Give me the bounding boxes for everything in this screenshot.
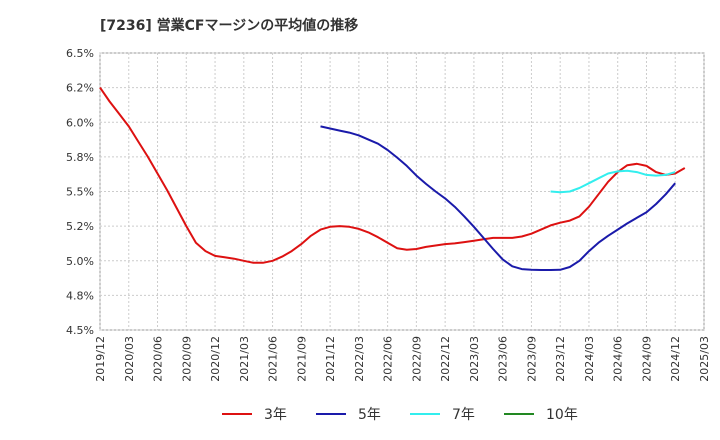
- y-tick-label: 4.8%: [66, 289, 94, 302]
- x-tick-label: 2022/06: [382, 336, 395, 382]
- x-tick-label: 2024/06: [612, 336, 625, 382]
- series-lines: [99, 87, 686, 271]
- y-tick-label: 6.0%: [66, 116, 94, 129]
- legend-label: 10年: [546, 407, 578, 423]
- x-tick-label: 2022/12: [439, 336, 452, 382]
- y-tick-label: 6.2%: [66, 82, 94, 95]
- x-tick-label: 2021/03: [238, 336, 251, 382]
- y-tick-label: 5.5%: [66, 186, 94, 199]
- series-line-2: [550, 169, 676, 194]
- series-line-0: [99, 87, 686, 264]
- x-tick-label: 2021/12: [324, 336, 337, 382]
- x-tick-label: 2020/12: [209, 336, 222, 382]
- x-tick-label: 2024/03: [583, 336, 596, 382]
- x-tick-label: 2024/09: [640, 336, 653, 382]
- x-tick-label: 2020/09: [180, 336, 193, 382]
- x-tick-label: 2022/03: [353, 336, 366, 382]
- chart-title: [7236] 営業CFマージンの平均値の推移: [100, 17, 358, 34]
- x-axis-ticks: 2019/12 2020/03 2020/06 2020/09 2020/12 2021/…: [94, 336, 711, 382]
- x-tick-label: 2023/06: [497, 336, 510, 382]
- x-tick-label: 2025/03: [698, 336, 711, 382]
- legend-label: 5年: [358, 407, 381, 423]
- x-tick-label: 2023/03: [468, 336, 481, 382]
- series-line-1: [320, 125, 676, 271]
- x-tick-label: 2020/06: [152, 336, 165, 382]
- y-tick-label: 5.2%: [66, 220, 94, 233]
- x-tick-label: 2020/03: [123, 336, 136, 382]
- x-tick-label: 2021/06: [267, 336, 280, 382]
- x-tick-label: 2023/12: [554, 336, 567, 382]
- legend-label: 3年: [264, 407, 287, 423]
- y-axis-ticks: 6.5% 6.2% 6.0% 5.8% 5.5% 5.2% 5.0% 4.8% 4.5%: [66, 47, 94, 337]
- x-tick-label: 2019/12: [94, 336, 107, 382]
- x-tick-label: 2024/12: [669, 336, 682, 382]
- legend-label: 7年: [452, 407, 475, 423]
- y-tick-label: 6.5%: [66, 47, 94, 60]
- y-tick-label: 5.8%: [66, 151, 94, 164]
- gridlines: [99, 52, 705, 331]
- x-tick-label: 2023/09: [525, 336, 538, 382]
- x-tick-label: 2022/09: [410, 336, 423, 382]
- x-tick-label: 2021/09: [295, 336, 308, 382]
- legend: 3年 5年 7年 10年: [222, 407, 578, 423]
- y-tick-label: 5.0%: [66, 255, 94, 268]
- y-tick-label: 4.5%: [66, 324, 94, 337]
